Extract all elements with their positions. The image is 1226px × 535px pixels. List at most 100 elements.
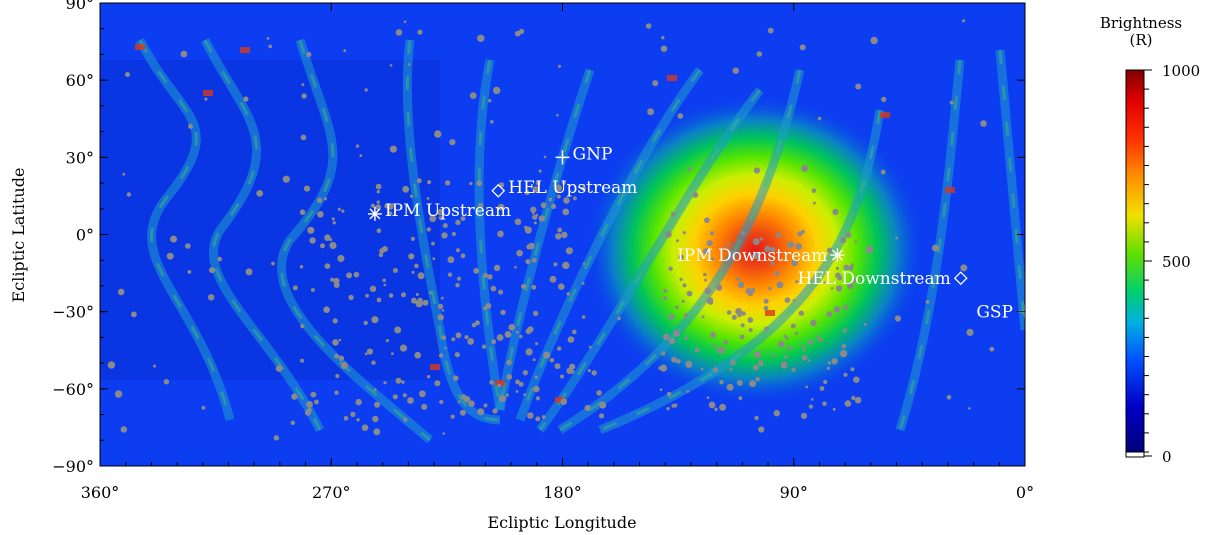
star-dot: [826, 247, 833, 254]
star-dot: [596, 390, 602, 396]
star-dot: [784, 297, 791, 304]
star-dot: [492, 408, 498, 414]
star-dot: [426, 197, 430, 200]
star-dot: [647, 108, 654, 116]
star-dot: [831, 358, 838, 365]
star-dot: [497, 383, 502, 388]
star-dot: [543, 351, 551, 359]
swath: [515, 67, 704, 422]
swath: [895, 59, 965, 432]
star-dot: [188, 123, 193, 129]
star-dot: [300, 358, 305, 363]
star-dot: [741, 311, 746, 316]
star-dot: [437, 208, 444, 216]
star-dot: [389, 145, 397, 153]
star-dot: [303, 185, 311, 192]
star-dot: [532, 186, 540, 193]
marker-gnp: GNP: [555, 144, 612, 164]
star-dot: [581, 315, 586, 319]
star-dot: [645, 23, 652, 29]
y-tick-label: −30°: [52, 303, 94, 322]
star-dot: [376, 190, 380, 194]
star-dot: [421, 403, 428, 410]
star-dot: [131, 311, 137, 318]
star-dot: [441, 232, 448, 239]
star-dot: [962, 19, 966, 23]
star-dot: [561, 231, 568, 239]
star-dot: [682, 231, 686, 235]
hot-spot: [240, 47, 250, 53]
star-dot: [439, 399, 444, 405]
star-dot: [826, 366, 830, 370]
star-dot: [704, 278, 707, 282]
star-dot: [434, 380, 441, 387]
star-dot: [385, 339, 389, 343]
star-dot: [518, 28, 525, 35]
star-dot: [460, 394, 467, 400]
swath: [557, 68, 805, 434]
star-dot: [306, 401, 313, 408]
star-dot: [527, 412, 534, 419]
star-dot: [808, 339, 814, 345]
star-dot: [843, 372, 848, 377]
star-dot: [664, 231, 672, 238]
star-dot: [187, 270, 192, 274]
asterisk-symbol: [367, 206, 382, 221]
star-dot: [677, 113, 684, 119]
y-tick-label: 30°: [66, 148, 94, 167]
star-dot: [562, 261, 570, 270]
star-dot: [411, 297, 417, 304]
star-dot: [791, 259, 798, 267]
star-dot: [524, 225, 528, 230]
star-dot: [773, 410, 780, 417]
swath: [474, 59, 505, 411]
star-dot: [768, 287, 772, 291]
star-dot: [525, 259, 531, 265]
star-dot: [666, 391, 672, 397]
star-dot: [402, 185, 410, 193]
star-dot: [553, 262, 558, 267]
star-dot: [477, 34, 485, 42]
star-dot: [350, 411, 356, 417]
star-dot: [376, 228, 382, 233]
star-dot: [931, 244, 939, 252]
star-dot: [737, 281, 745, 289]
star-dot: [535, 416, 541, 422]
star-dot: [555, 233, 562, 240]
star-dot: [548, 197, 553, 202]
star-dot: [780, 361, 788, 369]
star-dot: [391, 352, 394, 355]
y-axis: 90° 60° 30° 0° −30° −60° −90°: [52, 0, 1025, 476]
colorbar-tick-label: 1000: [1162, 62, 1200, 80]
star-dot: [126, 192, 132, 197]
star-dot: [332, 339, 339, 346]
star-dot: [803, 348, 806, 352]
star-dot: [775, 232, 782, 238]
star-dot: [772, 354, 776, 357]
star-dot: [557, 346, 562, 351]
marker-label: HEL Upstream: [508, 178, 637, 198]
star-dot: [770, 247, 776, 253]
star-dot: [346, 272, 353, 279]
star-dot: [332, 221, 336, 225]
star-dot: [755, 377, 760, 382]
star-dot: [754, 415, 759, 421]
star-dot: [117, 288, 125, 296]
star-dot: [758, 426, 765, 433]
star-dot: [464, 335, 469, 340]
star-dot: [748, 328, 753, 332]
star-dot: [685, 360, 693, 368]
x-tick-label: 180°: [543, 483, 582, 502]
star-dot: [822, 281, 826, 284]
star-dot: [330, 277, 335, 282]
star-dot: [441, 309, 445, 312]
star-dot: [426, 375, 431, 379]
star-dot: [180, 50, 188, 58]
star-dot: [153, 364, 156, 368]
star-dot: [387, 203, 394, 210]
star-dot: [417, 272, 425, 280]
star-dot: [271, 261, 275, 266]
star-dot: [459, 409, 466, 416]
star-dot: [291, 393, 298, 400]
star-dot: [752, 364, 759, 371]
